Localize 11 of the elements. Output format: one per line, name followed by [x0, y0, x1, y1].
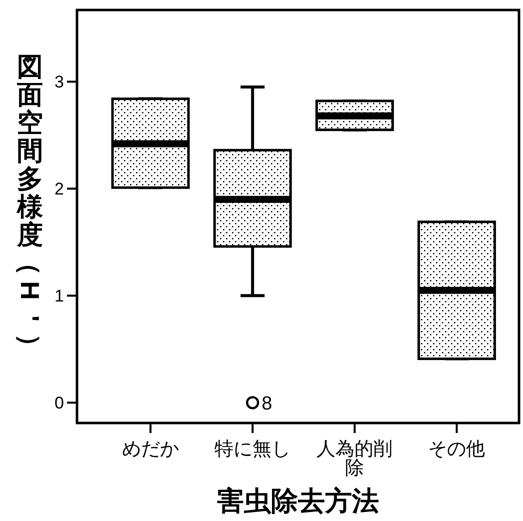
x-tick-label: 人為的削除	[316, 439, 393, 479]
x-axis-title: 害虫除去方法	[217, 486, 379, 516]
annotation: 8	[262, 394, 272, 415]
y-tick-label: 2	[54, 180, 64, 199]
x-tick-label: その他	[428, 439, 486, 460]
y-tick-label: 1	[54, 286, 64, 306]
x-tick-label: 特に無し	[214, 439, 291, 460]
x-tick-label: めだか	[122, 439, 179, 460]
y-axis-title: 図面空間多様度（H'）	[15, 52, 45, 360]
y-tick-label: 3	[54, 72, 64, 92]
y-tick-label: 0	[54, 394, 64, 413]
